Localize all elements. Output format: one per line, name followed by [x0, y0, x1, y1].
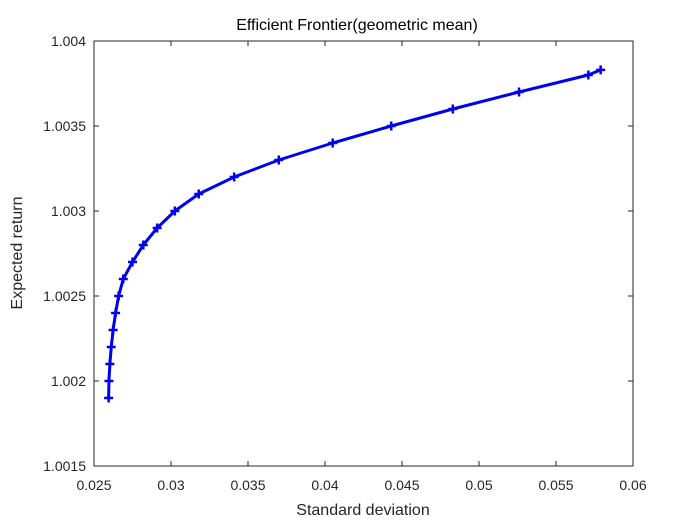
data-point-marker [448, 104, 458, 114]
axis-ticks [93, 40, 634, 467]
y-tick-label: 1.0025 [43, 288, 86, 304]
data-point-marker [106, 342, 116, 352]
data-point-marker [138, 240, 148, 250]
x-tick-label: 0.045 [384, 477, 419, 493]
data-point-marker [583, 70, 593, 80]
x-tick-label: 0.03 [157, 477, 184, 493]
data-point-marker [596, 65, 606, 75]
x-tick-label: 0.035 [230, 477, 265, 493]
data-point-marker [105, 359, 115, 369]
x-tick-label: 0.05 [465, 477, 492, 493]
data-point-marker [386, 121, 396, 131]
x-tick-labels: 0.025 0.03 0.035 0.04 0.045 0.05 0.055 0.06 [76, 477, 646, 493]
x-tick-label: 0.055 [538, 477, 573, 493]
data-point-marker [128, 257, 137, 267]
series-frontier [104, 65, 606, 403]
data-point-marker [111, 308, 121, 318]
y-tick-label: 1.0035 [43, 118, 86, 134]
x-tick-label: 0.06 [619, 477, 646, 493]
data-point-marker [194, 189, 204, 199]
data-point-marker [152, 223, 162, 233]
data-point-marker [104, 393, 114, 403]
data-point-marker [170, 206, 180, 216]
x-tick-label: 0.04 [311, 477, 338, 493]
y-tick-label: 1.004 [51, 33, 86, 49]
data-point-marker [229, 172, 239, 182]
y-tick-label: 1.0015 [43, 458, 86, 474]
data-point-marker [118, 274, 128, 284]
data-point-marker [274, 155, 284, 165]
x-axis-title: Standard deviation [296, 502, 429, 519]
y-tick-label: 1.002 [51, 373, 86, 389]
data-point-marker [114, 291, 124, 301]
data-point-marker [108, 325, 118, 335]
y-axis-title: Expected return [9, 197, 26, 310]
data-point-marker [514, 87, 524, 97]
data-point-marker [104, 376, 114, 386]
plot-area [93, 40, 634, 467]
y-tick-labels: 1.0015 1.002 1.0025 1.003 1.0035 1.004 [43, 33, 86, 474]
data-point-marker [328, 138, 338, 148]
x-tick-label: 0.025 [76, 477, 111, 493]
y-tick-label: 1.003 [51, 203, 86, 219]
chart-title: Efficient Frontier(geometric mean) [236, 17, 478, 34]
